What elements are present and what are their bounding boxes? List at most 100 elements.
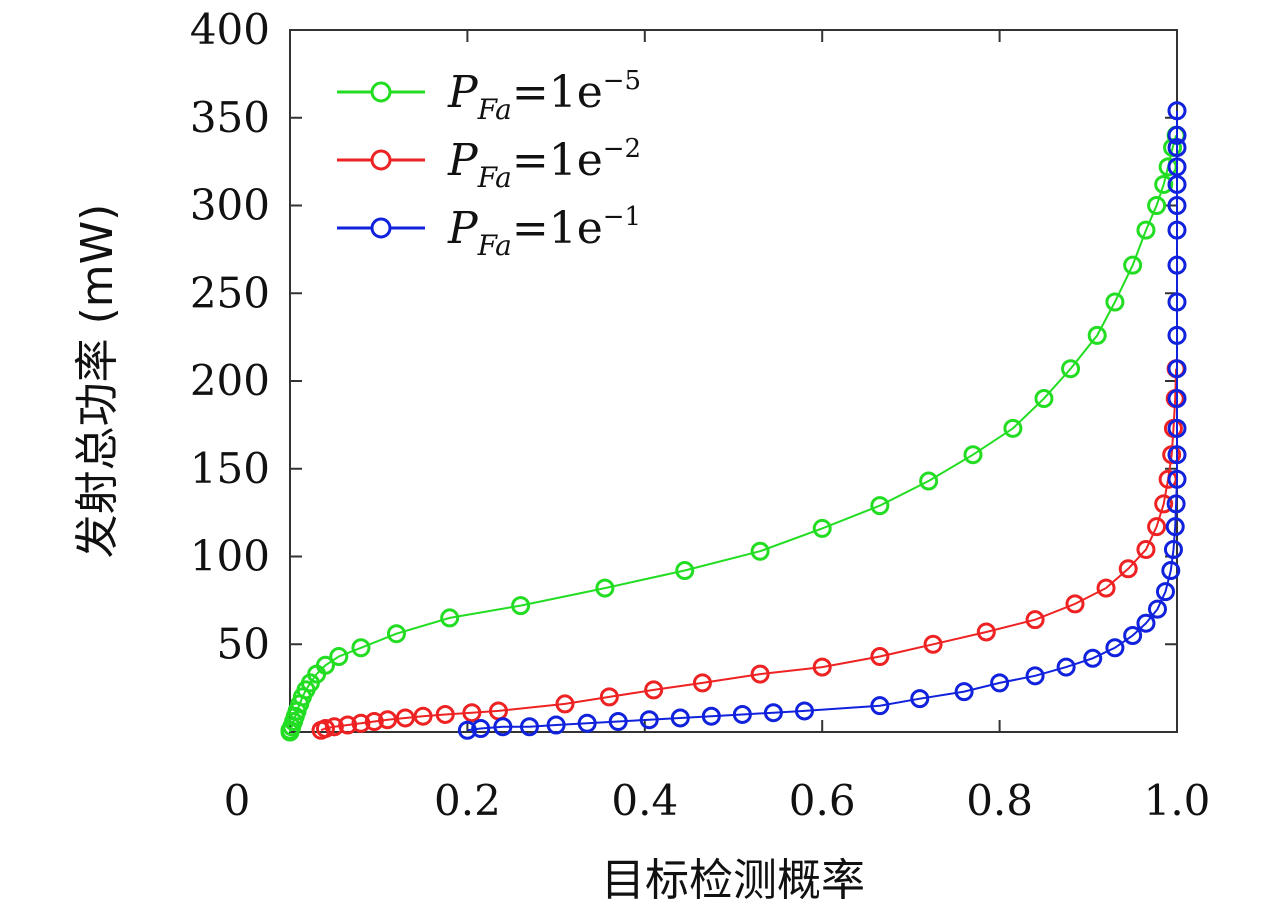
data-point (1025, 610, 1045, 630)
data-point (1147, 599, 1167, 619)
y-tick-label: 300 (190, 181, 270, 230)
legend-label: PFa=1e−5 (447, 66, 641, 126)
data-point (990, 673, 1010, 693)
legend-marker (370, 81, 392, 103)
data-point (923, 634, 943, 654)
data-point (386, 624, 406, 644)
data-point (1136, 220, 1156, 240)
data-point (1105, 638, 1125, 658)
data-point (1147, 517, 1167, 537)
data-point (595, 578, 615, 598)
x-tick-label: 0.6 (789, 776, 856, 825)
data-point (870, 647, 890, 667)
data-point (462, 703, 482, 723)
y-tick-label: 200 (190, 356, 270, 405)
x-axis: 0 0.2 0.4 0.6 0.8 1.0 (224, 30, 1211, 825)
legend: PFa=1e−5 PFa=1e−2 PFa=1e−1 (337, 66, 641, 262)
data-point (670, 708, 690, 728)
data-point (1056, 657, 1076, 677)
data-point (750, 541, 770, 561)
data-point (599, 687, 619, 707)
data-point (1163, 539, 1183, 559)
data-point (1123, 255, 1143, 275)
legend-label: PFa=1e−2 (447, 134, 641, 194)
x-tick-label: 0.2 (434, 776, 501, 825)
x-tick-label: 1.0 (1144, 776, 1211, 825)
y-axis-title: 发射总功率 (mW) (72, 204, 123, 559)
data-point (1165, 517, 1185, 537)
legend-label: PFa=1e−1 (447, 202, 641, 262)
data-point (870, 496, 890, 516)
data-point (870, 696, 890, 716)
data-point (750, 664, 770, 684)
y-tick-label: 50 (217, 619, 270, 668)
data-point (1154, 174, 1174, 194)
y-axis: 50 100 150 200 250 300 350 400 (190, 5, 1177, 668)
data-point (1087, 325, 1107, 345)
data-point (1167, 418, 1187, 438)
data-point (1167, 157, 1187, 177)
data-point (732, 704, 752, 724)
data-point (976, 622, 996, 642)
data-point (954, 682, 974, 702)
data-point (1025, 666, 1045, 686)
data-point (1167, 359, 1187, 379)
data-point (1167, 255, 1187, 275)
data-point (1167, 292, 1187, 312)
series-layer (280, 101, 1187, 742)
data-point (1167, 125, 1187, 145)
data-point (1136, 539, 1156, 559)
data-point (329, 647, 349, 667)
data-point (1167, 196, 1187, 215)
data-point (1083, 648, 1103, 668)
data-point (1034, 389, 1054, 409)
data-point (608, 711, 628, 731)
data-point (1118, 559, 1138, 579)
data-point (1136, 613, 1156, 633)
legend-item: PFa=1e−2 (337, 134, 641, 194)
data-point (338, 715, 358, 735)
series-1 (311, 359, 1186, 740)
data-point (1167, 469, 1187, 489)
data-point (1003, 418, 1023, 438)
data-point (1105, 292, 1125, 312)
data-point (555, 694, 575, 714)
data-point (1167, 138, 1187, 158)
data-point (519, 717, 539, 737)
data-point (1154, 494, 1174, 514)
data-point (577, 713, 597, 733)
y-tick-label: 250 (190, 268, 270, 317)
data-point (315, 655, 335, 675)
data-point (378, 710, 398, 730)
data-point (351, 713, 371, 733)
data-point (1167, 445, 1187, 465)
data-point (1065, 594, 1085, 614)
data-point (1147, 196, 1167, 215)
legend-marker (370, 217, 392, 239)
data-point (546, 715, 566, 735)
data-point (1167, 325, 1187, 345)
data-point (457, 720, 477, 740)
x-axis-title: 目标检测概率 (601, 855, 865, 906)
data-point (675, 561, 695, 581)
legend-marker (370, 149, 392, 171)
x-tick-label: 0 (224, 776, 251, 825)
y-tick-label: 150 (190, 444, 270, 493)
data-point (1061, 359, 1081, 379)
legend-item: PFa=1e−5 (337, 66, 641, 126)
x-tick-label: 0.4 (611, 776, 678, 825)
data-point (692, 673, 712, 693)
y-tick-label: 350 (190, 93, 270, 142)
data-point (644, 680, 664, 700)
data-point (963, 445, 983, 465)
data-point (794, 701, 814, 721)
y-tick-label: 400 (190, 5, 270, 54)
data-point (1167, 174, 1187, 194)
data-point (324, 717, 344, 737)
data-point (1096, 578, 1116, 598)
data-point (1161, 561, 1181, 581)
data-point (919, 471, 939, 491)
data-point (812, 657, 832, 677)
data-point (1167, 101, 1187, 121)
